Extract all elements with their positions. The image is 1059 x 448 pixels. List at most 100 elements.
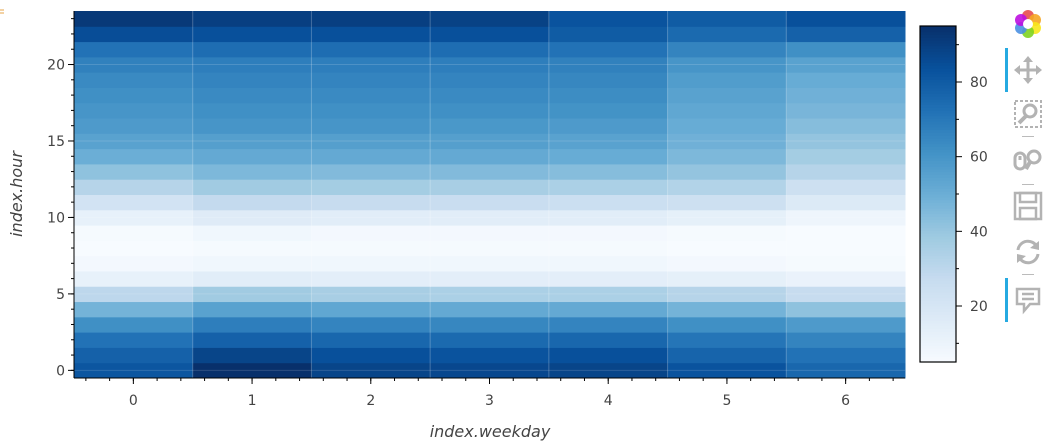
- pan-icon[interactable]: [1012, 54, 1044, 86]
- heatmap-cell[interactable]: [192, 332, 312, 348]
- heatmap-cell[interactable]: [430, 347, 550, 364]
- reset-icon[interactable]: [1012, 236, 1044, 268]
- heatmap-cell[interactable]: [311, 270, 431, 287]
- heatmap-cell[interactable]: [548, 362, 669, 379]
- heatmap-cell[interactable]: [192, 163, 312, 180]
- heatmap-cell[interactable]: [74, 72, 194, 88]
- heatmap-cell[interactable]: [430, 240, 550, 257]
- heatmap-cell[interactable]: [311, 209, 431, 226]
- heatmap-cell[interactable]: [548, 332, 669, 348]
- heatmap-cell[interactable]: [667, 56, 787, 73]
- heatmap-cell[interactable]: [74, 240, 194, 257]
- heatmap-cell[interactable]: [786, 240, 906, 257]
- heatmap-cell[interactable]: [74, 56, 194, 73]
- heatmap-cell[interactable]: [311, 240, 431, 257]
- heatmap-cell[interactable]: [430, 102, 550, 119]
- heatmap-cell[interactable]: [548, 11, 669, 27]
- heatmap-cell[interactable]: [311, 179, 431, 195]
- heatmap-cell[interactable]: [430, 316, 550, 333]
- heatmap-cell[interactable]: [667, 41, 787, 58]
- heatmap-cell[interactable]: [667, 301, 787, 318]
- heatmap-cell[interactable]: [548, 316, 669, 333]
- heatmap-cell[interactable]: [192, 209, 312, 226]
- heatmap-cell[interactable]: [74, 255, 194, 272]
- heatmap-cell[interactable]: [548, 240, 669, 257]
- heatmap-cell[interactable]: [74, 26, 194, 43]
- heatmap-cell[interactable]: [548, 118, 669, 134]
- heatmap-cell[interactable]: [74, 118, 194, 134]
- heatmap-cell[interactable]: [786, 347, 906, 364]
- heatmap-cell[interactable]: [430, 194, 550, 211]
- heatmap-cell[interactable]: [74, 102, 194, 119]
- heatmap-cell[interactable]: [74, 286, 194, 303]
- heatmap-cell[interactable]: [786, 102, 906, 119]
- heatmap-cell[interactable]: [74, 332, 194, 348]
- heatmap-cell[interactable]: [192, 255, 312, 272]
- heatmap-cell[interactable]: [786, 26, 906, 43]
- heatmap-cell[interactable]: [786, 72, 906, 88]
- heatmap-cell[interactable]: [667, 163, 787, 180]
- heatmap-cell[interactable]: [786, 56, 906, 73]
- heatmap-cell[interactable]: [430, 332, 550, 348]
- heatmap-cell[interactable]: [192, 270, 312, 287]
- heatmap-cell[interactable]: [311, 87, 431, 104]
- heatmap-cell[interactable]: [667, 179, 787, 195]
- save-icon[interactable]: [1012, 190, 1044, 222]
- heatmap-cell[interactable]: [548, 270, 669, 287]
- heatmap-cell[interactable]: [786, 286, 906, 303]
- heatmap-cell[interactable]: [548, 87, 669, 104]
- heatmap-cell[interactable]: [786, 118, 906, 134]
- heatmap-cell[interactable]: [192, 41, 312, 58]
- heatmap-cell[interactable]: [311, 148, 431, 165]
- heatmap-cell[interactable]: [430, 87, 550, 104]
- heatmap-cell[interactable]: [430, 301, 550, 318]
- box-zoom-icon[interactable]: [1012, 98, 1044, 130]
- heatmap-cell[interactable]: [430, 118, 550, 134]
- heatmap-cell[interactable]: [430, 163, 550, 180]
- heatmap-cell[interactable]: [786, 332, 906, 348]
- heatmap-cell[interactable]: [786, 148, 906, 165]
- heatmap-cell[interactable]: [311, 255, 431, 272]
- heatmap-cell[interactable]: [548, 148, 669, 165]
- hover-icon[interactable]: [1012, 284, 1044, 316]
- heatmap-cell[interactable]: [74, 209, 194, 226]
- heatmap-cell[interactable]: [311, 286, 431, 303]
- heatmap-cell[interactable]: [667, 332, 787, 348]
- heatmap-cell[interactable]: [192, 225, 312, 241]
- heatmap-cell[interactable]: [192, 133, 312, 150]
- heatmap-cell[interactable]: [311, 332, 431, 348]
- heatmap-cell[interactable]: [192, 148, 312, 165]
- heatmap-cell[interactable]: [667, 286, 787, 303]
- heatmap-cell[interactable]: [311, 26, 431, 43]
- heatmap-cell[interactable]: [192, 11, 312, 27]
- heatmap-cell[interactable]: [430, 133, 550, 150]
- heatmap-cell[interactable]: [311, 102, 431, 119]
- heatmap-cell[interactable]: [667, 194, 787, 211]
- heatmap-cell[interactable]: [430, 26, 550, 43]
- heatmap-cell[interactable]: [667, 87, 787, 104]
- heatmap-cell[interactable]: [430, 255, 550, 272]
- heatmap-cell[interactable]: [548, 26, 669, 43]
- heatmap-cell[interactable]: [311, 362, 431, 379]
- heatmap-cell[interactable]: [74, 11, 194, 27]
- heatmap-cell[interactable]: [548, 56, 669, 73]
- heatmap-cell[interactable]: [74, 316, 194, 333]
- heatmap-cell[interactable]: [548, 225, 669, 241]
- heatmap-cell[interactable]: [74, 148, 194, 165]
- heatmap-cell[interactable]: [311, 194, 431, 211]
- heatmap-cell[interactable]: [192, 26, 312, 43]
- heatmap-cell[interactable]: [548, 163, 669, 180]
- heatmap-cell[interactable]: [311, 72, 431, 88]
- wheel-zoom-icon[interactable]: [1012, 144, 1044, 176]
- heatmap-cell[interactable]: [74, 347, 194, 364]
- heatmap-cell[interactable]: [311, 41, 431, 58]
- heatmap-cell[interactable]: [786, 133, 906, 150]
- heatmap-cell[interactable]: [74, 87, 194, 104]
- heatmap-cell[interactable]: [192, 362, 312, 379]
- heatmap-cell[interactable]: [548, 41, 669, 58]
- heatmap-cell[interactable]: [192, 194, 312, 211]
- heatmap-cell[interactable]: [548, 133, 669, 150]
- heatmap-cell[interactable]: [786, 270, 906, 287]
- heatmap-cell[interactable]: [786, 11, 906, 27]
- heatmap-cell[interactable]: [192, 102, 312, 119]
